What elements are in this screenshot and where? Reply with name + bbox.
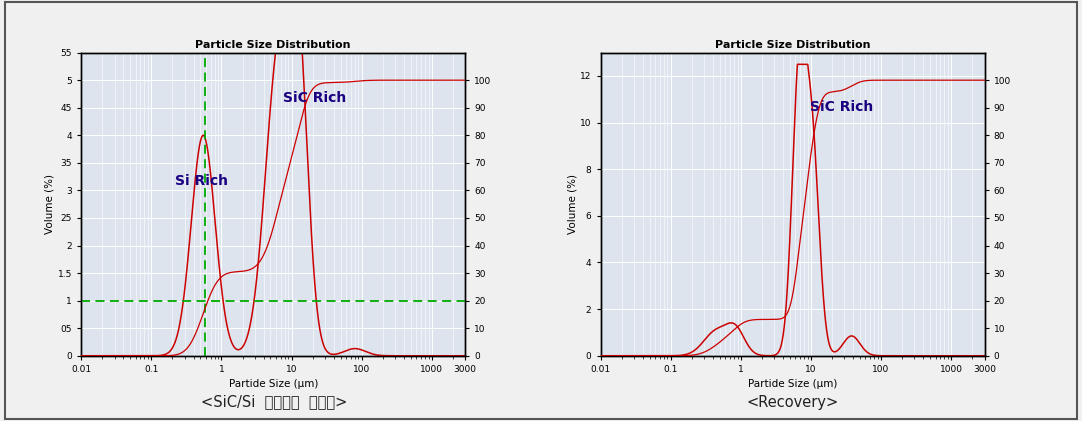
Text: <SiC/Si  혼합분체  원시료>: <SiC/Si 혼합분체 원시료> <box>200 394 347 410</box>
X-axis label: Partide Size (μm): Partide Size (μm) <box>748 379 837 389</box>
Text: <Recovery>: <Recovery> <box>747 394 840 410</box>
Text: SiC Rich: SiC Rich <box>282 91 346 105</box>
Title: Particle Size Distribution: Particle Size Distribution <box>196 40 351 51</box>
Text: SiC Rich: SiC Rich <box>810 100 873 114</box>
X-axis label: Partide Size (μm): Partide Size (μm) <box>228 379 318 389</box>
Y-axis label: Volume (%): Volume (%) <box>567 174 577 234</box>
Title: Particle Size Distribution: Particle Size Distribution <box>715 40 870 51</box>
Text: Si Rich: Si Rich <box>175 174 228 188</box>
Y-axis label: Volume (%): Volume (%) <box>45 174 55 234</box>
